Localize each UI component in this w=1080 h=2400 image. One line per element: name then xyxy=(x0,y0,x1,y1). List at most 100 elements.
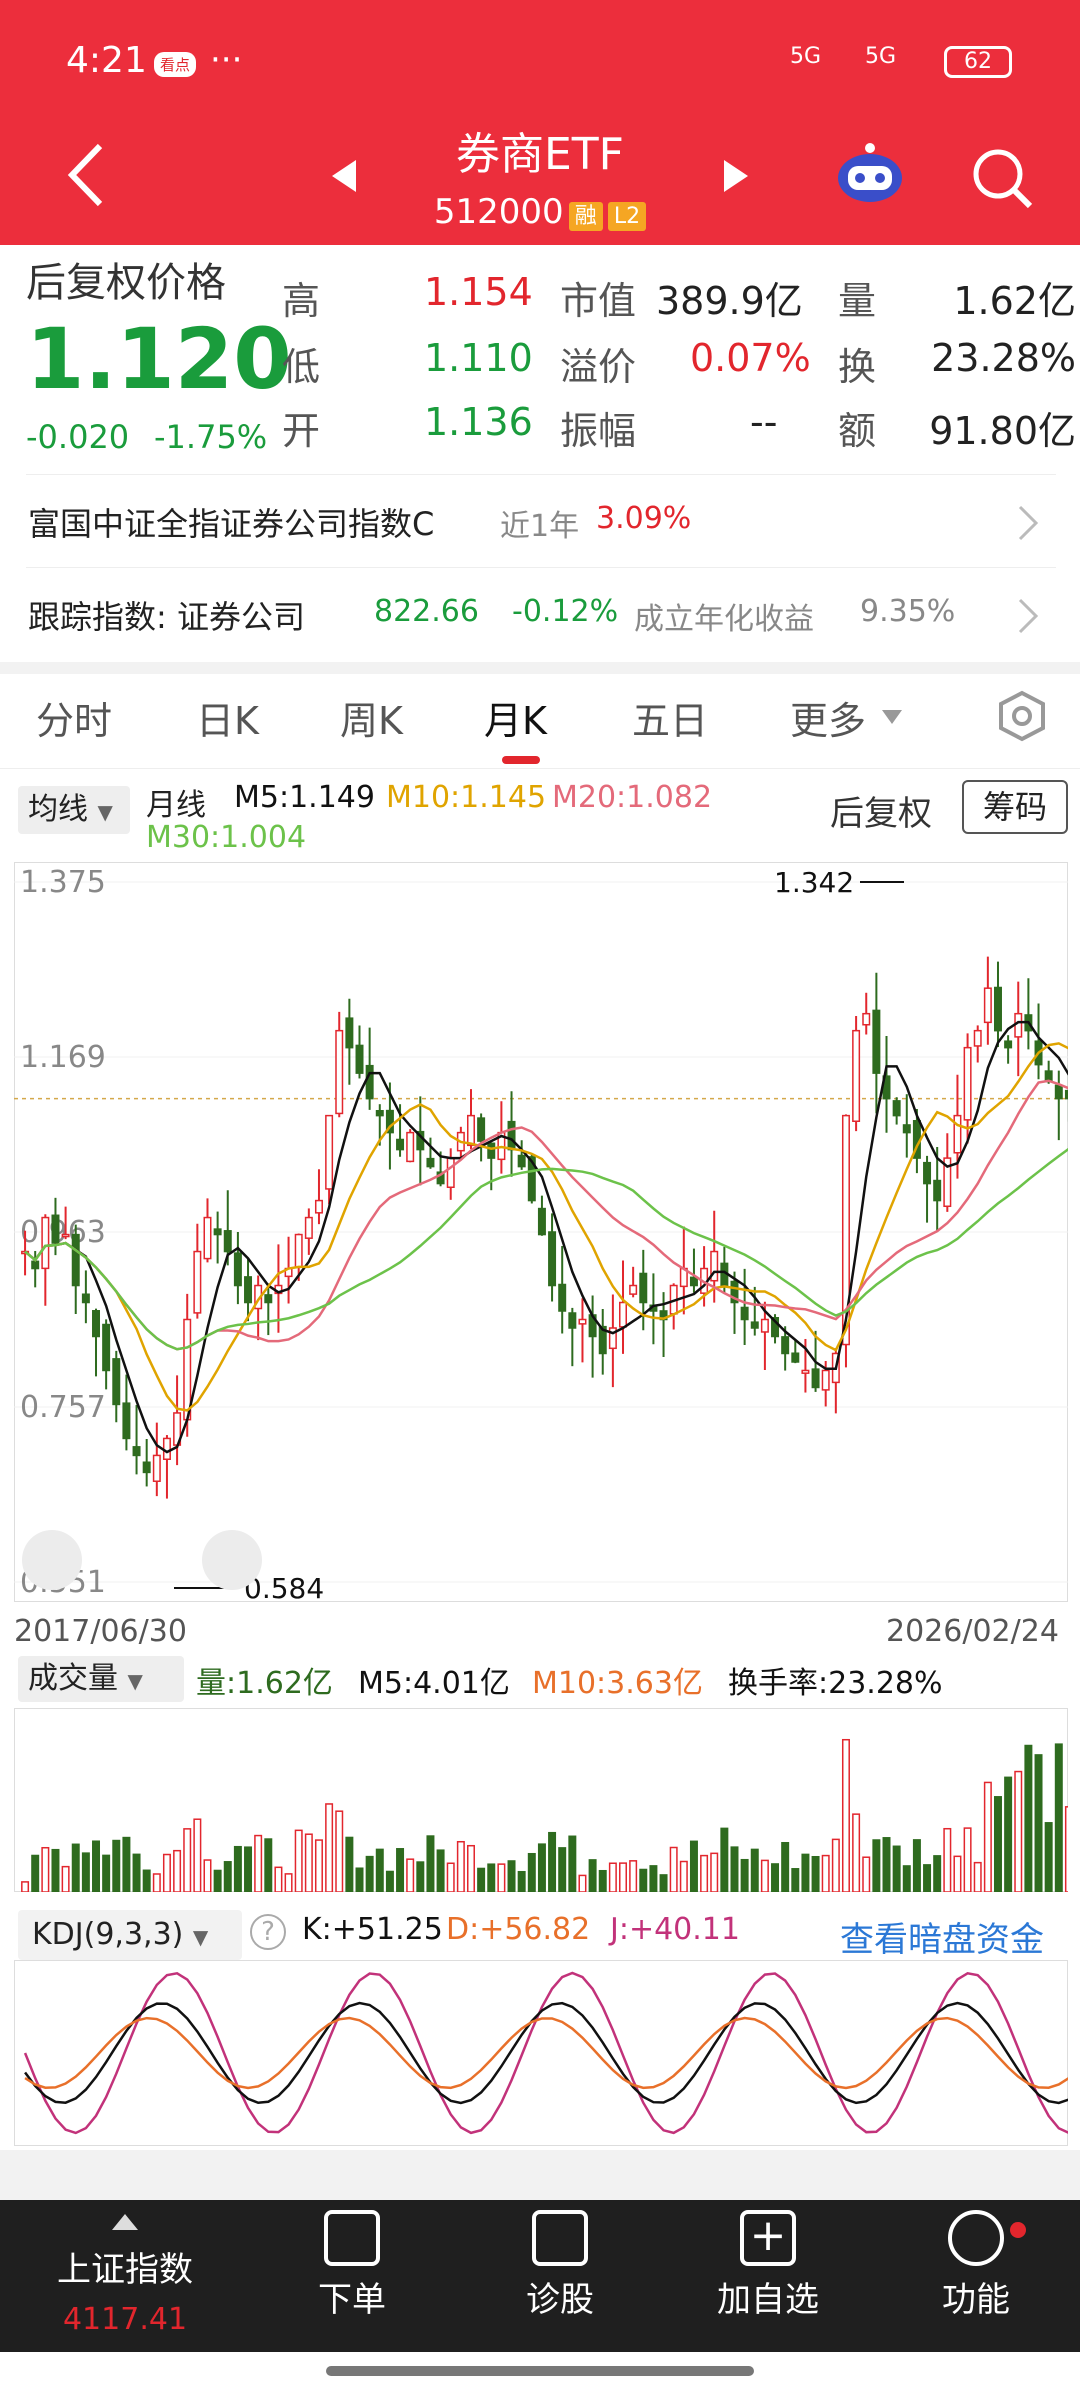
candle xyxy=(132,1446,141,1457)
volume-bar xyxy=(892,1845,901,1892)
candle xyxy=(689,1276,698,1287)
next-stock-icon[interactable] xyxy=(722,158,750,194)
volume-bar xyxy=(335,1810,344,1892)
ma-m30: M30:1.004 xyxy=(146,820,307,855)
candle xyxy=(446,1157,455,1189)
tracking-index-row[interactable]: 跟踪指数: 证券公司 822.66 -0.12% 成立年化收益 9.35% xyxy=(26,568,1056,662)
low-value: 1.110 xyxy=(424,336,533,380)
settings-hexagon-icon[interactable] xyxy=(996,690,1048,742)
candle xyxy=(963,1046,972,1121)
volume-bar xyxy=(973,1861,982,1892)
volume-bar xyxy=(689,1840,698,1892)
back-arrow-icon[interactable] xyxy=(64,140,104,210)
margin-tag: 融 xyxy=(568,202,603,231)
open-label: 开 xyxy=(282,409,321,453)
status-dots: ··· xyxy=(210,40,243,80)
candle xyxy=(1054,1084,1063,1100)
volume-bar xyxy=(710,1852,719,1892)
help-icon[interactable]: ? xyxy=(250,1914,286,1950)
candle xyxy=(619,1301,628,1328)
dark-pool-link[interactable]: 查看暗盘资金 xyxy=(840,1920,1044,1960)
candle xyxy=(213,1228,222,1236)
search-icon[interactable] xyxy=(970,146,1034,210)
tab-monthly-k[interactable]: 月K xyxy=(484,699,547,743)
signal-5g-icon-2: 5G xyxy=(865,44,897,69)
candle xyxy=(527,1156,536,1202)
volume-bar xyxy=(31,1854,40,1892)
candle xyxy=(862,1012,871,1026)
chips-button[interactable]: 筹码 xyxy=(962,780,1068,834)
tab-daily-k[interactable]: 日K xyxy=(196,699,259,743)
expand-up-icon[interactable] xyxy=(110,2212,140,2232)
volume-selector[interactable]: 成交量 ▼ xyxy=(18,1656,184,1702)
order-button[interactable]: 下单 xyxy=(272,2210,432,2321)
volume-bar xyxy=(132,1853,141,1892)
candle xyxy=(892,1100,901,1117)
volume-bar xyxy=(446,1862,455,1892)
add-watchlist-button[interactable]: + 加自选 xyxy=(688,2210,848,2321)
kdj-chart[interactable] xyxy=(14,1960,1068,2146)
adjust-mode[interactable]: 后复权 xyxy=(830,794,932,834)
expand-left-icon xyxy=(22,1530,82,1590)
ma30-line xyxy=(24,1147,1068,1351)
kdj-frame xyxy=(14,1960,1068,2146)
candle xyxy=(81,1293,90,1304)
kdj-selector[interactable]: KDJ(9,3,3) ▼ xyxy=(18,1910,242,1960)
volume-bar xyxy=(51,1848,60,1892)
candle xyxy=(568,1312,577,1329)
candle xyxy=(852,1029,861,1122)
premium-label: 溢价 xyxy=(560,345,637,389)
volume-chart[interactable] xyxy=(14,1708,1068,1892)
price-change: -0.020 xyxy=(26,418,130,456)
chevron-right-icon-2 xyxy=(1018,598,1039,634)
volume-bar xyxy=(173,1849,182,1892)
candle xyxy=(304,1216,313,1239)
volume-bar xyxy=(365,1855,374,1892)
ma-selector[interactable]: 均线 ▼ xyxy=(18,786,130,834)
volume-bar xyxy=(760,1859,769,1892)
volume-bar xyxy=(943,1827,952,1892)
volume-bar xyxy=(507,1860,516,1892)
volume-bar xyxy=(791,1868,800,1892)
fund-row[interactable]: 富国中证全指证券公司指数C 近1年 3.09% xyxy=(26,474,1056,568)
candle xyxy=(294,1233,303,1268)
candle xyxy=(314,1199,323,1214)
x-end-label: 2026/02/24 xyxy=(886,1614,1059,1649)
candle xyxy=(477,1117,486,1142)
candle xyxy=(487,1142,496,1159)
tab-weekly-k[interactable]: 周K xyxy=(340,699,403,743)
candle xyxy=(92,1310,101,1338)
tab-more[interactable]: 更多 xyxy=(790,699,867,743)
functions-label: 功能 xyxy=(942,2280,1010,2320)
volume-bar xyxy=(426,1835,435,1892)
volume-bar xyxy=(872,1839,881,1892)
turnover-label: 换 xyxy=(838,345,877,389)
kdj-d-line xyxy=(24,2016,1068,2090)
index-name[interactable]: 上证指数 xyxy=(57,2250,193,2290)
turnover-value: 23.28% xyxy=(931,336,1076,380)
volume-bar xyxy=(902,1865,911,1892)
index-value: 4117.41 xyxy=(62,2302,188,2337)
volume-m10: M10:3.63亿 xyxy=(532,1666,703,1701)
prev-stock-icon[interactable] xyxy=(330,158,358,194)
tab-active-indicator xyxy=(502,756,540,764)
kdj-j-line xyxy=(23,1971,1068,2135)
volume-bar xyxy=(92,1840,101,1892)
functions-button[interactable]: 功能 xyxy=(896,2210,1056,2321)
volume-bar xyxy=(771,1863,780,1892)
diagnose-button[interactable]: 诊股 xyxy=(480,2210,640,2321)
volume-m5: M5:4.01亿 xyxy=(358,1666,510,1701)
tab-five-day[interactable]: 五日 xyxy=(632,699,709,743)
volume-bar xyxy=(112,1839,121,1892)
stock-title: 券商ETF xyxy=(456,129,624,180)
robot-assistant-icon[interactable] xyxy=(834,142,906,206)
tab-intraday[interactable]: 分时 xyxy=(36,699,113,743)
volume-bar xyxy=(953,1855,962,1892)
y-tick-label: 1.375 xyxy=(20,865,106,900)
volume-bar xyxy=(213,1869,222,1892)
bottom-nav xyxy=(0,2200,1080,2352)
volume-bar xyxy=(1044,1822,1053,1892)
volume-bar xyxy=(152,1873,161,1892)
volume-bar xyxy=(416,1861,425,1892)
